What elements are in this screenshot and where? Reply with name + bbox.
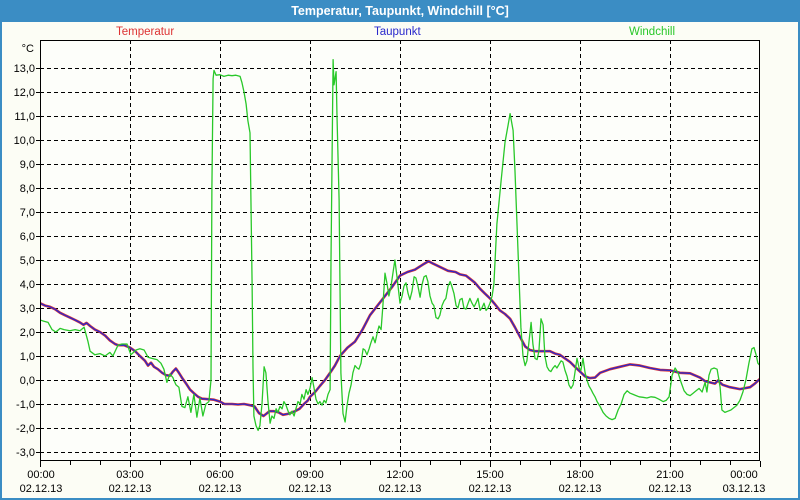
x-tick-time-label: 03:00 [116,469,144,481]
legend-taupunkt: Taupunkt [374,26,421,38]
x-tick-time-label: 15:00 [476,469,504,481]
y-tick-label: 11,0 [14,111,35,123]
series-line-windchill [40,58,760,432]
x-tick-time-label: 09:00 [296,469,324,481]
legend-windchill: Windchill [629,26,676,38]
y-tick-label: 1,0 [20,351,35,363]
x-tick-date-label: 02.12.13 [199,483,242,495]
x-tick-date-label: 03.12.13 [723,483,766,495]
y-tick-label: 2,0 [20,327,35,339]
x-tick-date-label: 02.12.13 [109,483,152,495]
y-tick-label: -2,0 [16,423,35,435]
y-tick-label: 7,0 [20,207,35,219]
x-tick-time-label: 21:00 [656,469,684,481]
x-tick-time-label: 18:00 [566,469,594,481]
window-titlebar: Temperatur, Taupunkt, Windchill [°C] [0,0,800,22]
x-tick-date-label: 02.12.13 [20,483,63,495]
y-tick-label: 5,0 [20,255,35,267]
y-tick-label: 10,0 [14,135,35,147]
x-tick-date-label: 02.12.13 [649,483,692,495]
y-tick-label: 4,0 [20,279,35,291]
x-tick-time-label: 00:00 [27,469,55,481]
y-tick-label: 9,0 [20,159,35,171]
y-tick-label: 0,0 [20,375,35,387]
x-tick-date-label: 02.12.13 [289,483,332,495]
x-tick-date-label: 02.12.13 [379,483,422,495]
x-tick-time-label: 12:00 [386,469,414,481]
window-title: Temperatur, Taupunkt, Windchill [°C] [291,4,509,18]
x-tick-time-label: 06:00 [206,469,234,481]
y-tick-label: -3,0 [16,447,35,459]
plot-border [40,40,760,461]
y-tick-label: 8,0 [20,183,35,195]
legend-temperatur: Temperatur [116,26,175,38]
y-tick-label: 3,0 [20,303,35,315]
y-tick-label: 12,0 [14,87,35,99]
y-tick-label: 13,0 [14,63,35,75]
x-tick-date-label: 02.12.13 [469,483,512,495]
y-tick-label: -1,0 [16,399,35,411]
y-axis-unit-label: °C [22,43,34,55]
y-tick-label: 6,0 [20,231,35,243]
x-tick-date-label: 02.12.13 [559,483,602,495]
x-tick-time-label: 00:00 [730,469,758,481]
series-line-taupunkt [40,260,760,417]
series-group [40,58,760,432]
